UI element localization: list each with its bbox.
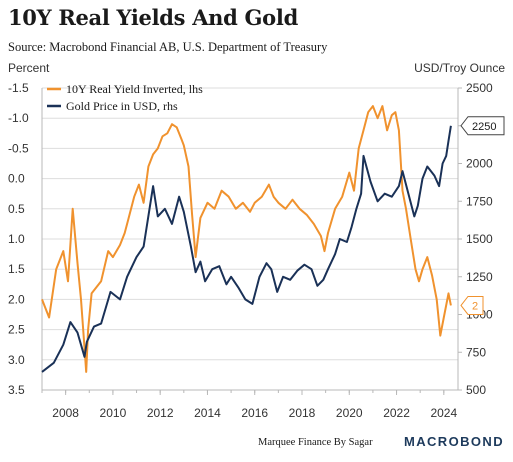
right-tick-label-5: 1250 xyxy=(466,270,493,284)
left-tick-label-1: -1.0 xyxy=(8,111,29,125)
chart-title: 10Y Real Yields And Gold xyxy=(8,5,298,30)
left-tick-label-9: 3.0 xyxy=(8,353,25,367)
series-line-1 xyxy=(41,125,452,373)
end-flag-0 xyxy=(460,295,484,315)
end-labels: 2 2250 xyxy=(460,116,505,315)
right-axis-title: USD/Troy Ounce xyxy=(414,61,505,75)
left-axis-title: Percent xyxy=(8,61,50,75)
left-tick-label-7: 2.0 xyxy=(8,292,25,306)
right-tick-label-4: 1500 xyxy=(466,232,493,246)
footer-credit: Marquee Finance By Sagar xyxy=(258,437,373,448)
left-tick-label-10: 3.5 xyxy=(8,383,25,397)
x-tick-label-0: 2008 xyxy=(52,406,79,420)
x-tick-label-1: 2010 xyxy=(100,406,127,420)
x-tick-label-2: 2012 xyxy=(147,406,174,420)
x-tick-label-8: 2024 xyxy=(430,406,457,420)
end-flag-label-0: 2 xyxy=(472,300,478,312)
x-tick-label-3: 2014 xyxy=(194,406,221,420)
legend-label-0: 10Y Real Yield Inverted, lhs xyxy=(66,82,203,96)
x-tick-label-7: 2022 xyxy=(383,406,410,420)
end-flag-label-1: 2250 xyxy=(472,121,496,133)
series-line-0 xyxy=(41,105,452,373)
right-tick-label-3: 1750 xyxy=(466,194,493,208)
grid xyxy=(42,87,458,391)
left-tick-label-6: 1.5 xyxy=(8,262,25,276)
chart-subtitle: Source: Macrobond Financial AB, U.S. Dep… xyxy=(8,40,328,54)
right-tick-label-2: 2000 xyxy=(466,157,493,171)
brand-logo: MACROBOND xyxy=(404,434,504,449)
left-tick-label-0: -1.5 xyxy=(8,81,29,95)
x-tick-label-5: 2018 xyxy=(289,406,316,420)
end-flag-1 xyxy=(460,116,505,136)
axes: -1.5-1.0-0.50.00.51.01.52.02.53.03.52500… xyxy=(8,61,505,420)
right-tick-label-8: 500 xyxy=(466,383,486,397)
left-tick-label-3: 0.0 xyxy=(8,172,25,186)
series xyxy=(41,105,452,373)
right-tick-label-7: 750 xyxy=(466,345,486,359)
legend-label-1: Gold Price in USD, rhs xyxy=(66,99,178,113)
left-tick-label-4: 0.5 xyxy=(8,202,25,216)
x-tick-label-6: 2020 xyxy=(336,406,363,420)
legend: 10Y Real Yield Inverted, lhs Gold Price i… xyxy=(47,82,203,113)
left-tick-label-2: -0.5 xyxy=(8,141,29,155)
right-tick-label-0: 2500 xyxy=(466,81,493,95)
left-tick-label-5: 1.0 xyxy=(8,232,25,246)
x-tick-label-4: 2016 xyxy=(241,406,268,420)
left-tick-label-8: 2.5 xyxy=(8,323,25,337)
